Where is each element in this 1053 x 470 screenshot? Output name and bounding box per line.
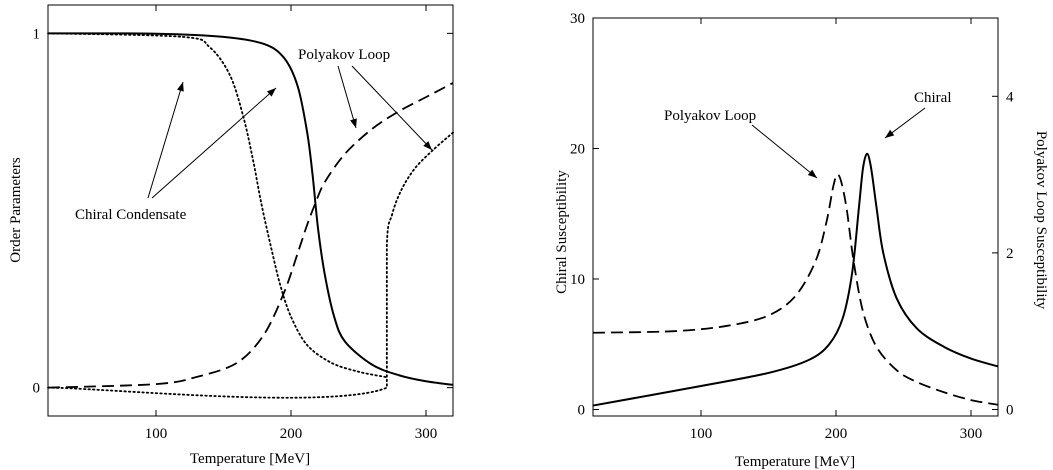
plot-frame — [592, 17, 999, 417]
y2-tick-label: 2 — [1006, 246, 1014, 262]
y-tick-label: 0 — [33, 381, 41, 397]
x-axis-label: Temperature [MeV] — [190, 451, 310, 467]
tick-marks — [593, 17, 998, 416]
y2-tick-label: 4 — [1006, 89, 1014, 105]
arrow-line — [151, 87, 277, 199]
annotation-arrows — [147, 65, 433, 199]
arrow-head — [885, 129, 895, 138]
plot-frame — [47, 4, 454, 417]
x-axis-label: Temperature [MeV] — [735, 454, 855, 470]
arrow-line — [147, 81, 184, 199]
arrow-line — [351, 65, 433, 151]
arrow-head — [807, 169, 817, 178]
arrow-head — [350, 118, 357, 128]
arrow-line — [751, 124, 818, 179]
series-line-dotted-3 — [47, 131, 454, 399]
arrow-head — [423, 141, 432, 150]
series-line-solid-0 — [47, 32, 454, 386]
x-tick-label: 100 — [145, 426, 168, 442]
y-tick-label: 30 — [570, 11, 585, 27]
x-tick-label: 300 — [415, 426, 438, 442]
series-line-dotted-2 — [47, 32, 387, 378]
curves — [592, 152, 999, 407]
annotation-chiral: Chiral — [914, 90, 952, 106]
y-tick-label: 20 — [570, 141, 585, 157]
annotation-chiral-condensate: Chiral Condensate — [75, 207, 187, 223]
y2-axis-label: Polyakov Loop Susceptibility — [1033, 131, 1049, 310]
y2-tick-label: 0 — [1006, 402, 1014, 418]
arrow-head — [177, 82, 184, 92]
annotation-arrows — [751, 107, 926, 179]
x-tick-label: 300 — [960, 426, 983, 442]
y-tick-label: 0 — [578, 402, 586, 418]
arrow-head — [266, 88, 276, 97]
y-tick-label: 1 — [33, 26, 41, 42]
x-tick-label: 100 — [690, 426, 713, 442]
arrow-line — [337, 65, 357, 129]
x-tick-label: 200 — [280, 426, 303, 442]
order-parameters-chart: 100 200 300 0 1 Temperature [MeV] Order Para… — [8, 4, 454, 467]
y-tick-label: 10 — [570, 272, 585, 288]
annotation-polyakov-loop: Polyakov Loop — [664, 108, 756, 124]
series-line-dashed-1 — [47, 82, 454, 389]
annotation-polyakov-loop: Polyakov Loop — [298, 47, 390, 63]
x-tick-label: 200 — [825, 426, 848, 442]
curves — [47, 32, 454, 399]
y-axis-label: Chiral Susceptibility — [554, 170, 570, 294]
y-axis-label: Order Parameters — [8, 157, 24, 263]
tick-labels: 100 200 300 0 1 — [33, 26, 438, 442]
series-line-solid-0 — [592, 152, 999, 407]
series-line-dashed-1 — [592, 173, 999, 406]
